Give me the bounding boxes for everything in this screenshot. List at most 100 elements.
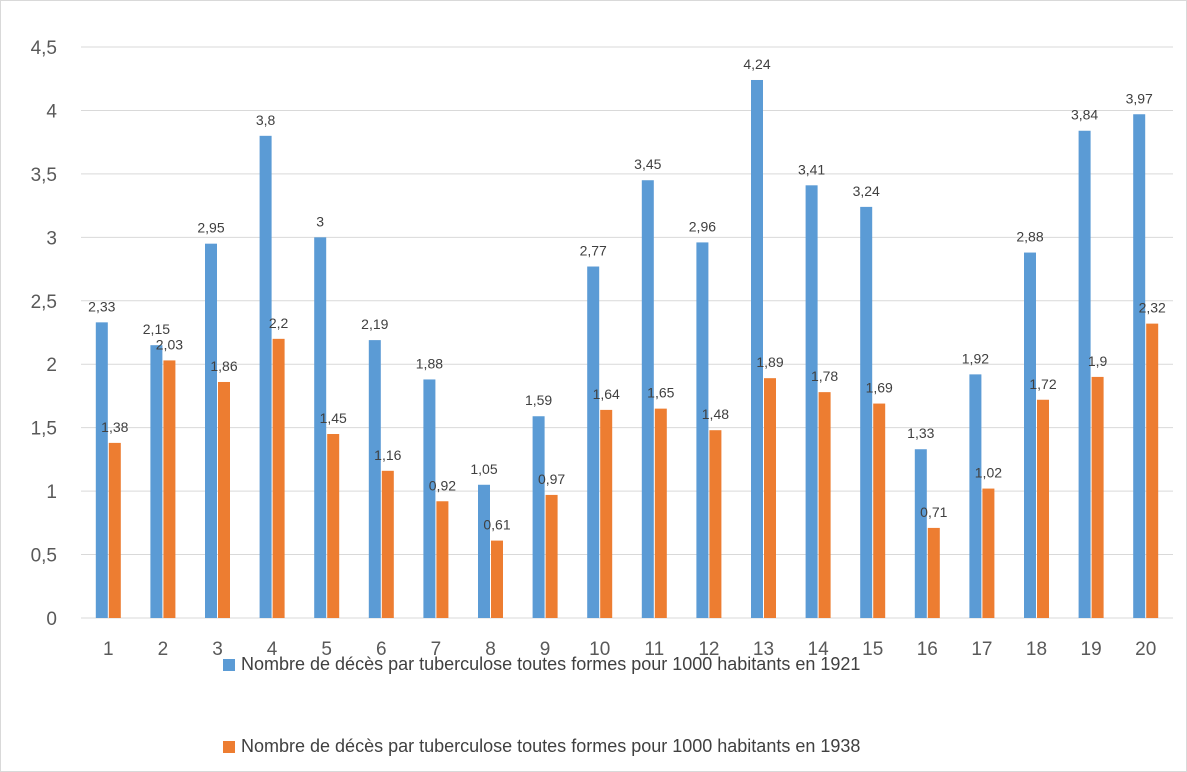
bar-1921 bbox=[95, 322, 108, 618]
data-label-1938: 1,78 bbox=[811, 368, 838, 384]
x-tick-label: 2 bbox=[158, 639, 169, 660]
bar-1938 bbox=[491, 540, 503, 618]
bar-1921 bbox=[751, 79, 763, 619]
data-label-1938: 1,72 bbox=[1029, 376, 1056, 392]
bar-1938 bbox=[654, 408, 667, 618]
bar-1921 bbox=[914, 449, 927, 618]
data-label-1921: 1,05 bbox=[470, 461, 497, 477]
x-tick-label: 10 bbox=[589, 639, 610, 660]
y-tick-label: 0 bbox=[46, 609, 57, 630]
x-tick-label: 12 bbox=[698, 639, 719, 660]
legend-label-1921: Nombre de décès par tuberculose toutes f… bbox=[241, 654, 861, 674]
bar-1921 bbox=[587, 266, 600, 618]
bar-1938 bbox=[982, 488, 995, 618]
y-tick-label: 2,5 bbox=[31, 292, 57, 313]
x-tick-label: 6 bbox=[376, 639, 387, 660]
data-label-1938: 1,9 bbox=[1088, 353, 1108, 369]
bar-1938 bbox=[272, 338, 285, 618]
data-label-1921: 3,45 bbox=[634, 156, 661, 172]
bar-1938 bbox=[1091, 376, 1104, 618]
y-tick-label: 0,5 bbox=[31, 546, 57, 567]
data-label-1921: 2,88 bbox=[1016, 229, 1043, 245]
data-label-1938: 2,2 bbox=[269, 315, 289, 331]
y-tick-label: 2 bbox=[46, 355, 57, 376]
legend-item-1938: Nombre de décès par tuberculose toutes f… bbox=[223, 736, 860, 757]
data-label-1921: 1,92 bbox=[962, 350, 989, 366]
legend-label-1938: Nombre de décès par tuberculose toutes f… bbox=[241, 736, 861, 756]
bar-1921 bbox=[478, 484, 490, 618]
bar-1938 bbox=[1037, 399, 1049, 618]
data-label-1921: 1,33 bbox=[907, 425, 934, 441]
data-label-1938: 1,86 bbox=[210, 358, 237, 374]
bar-1921 bbox=[150, 345, 163, 618]
legend-item-1921: Nombre de décès par tuberculose toutes f… bbox=[223, 654, 860, 675]
data-label-1921: 3,97 bbox=[1126, 90, 1153, 106]
x-tick-label: 15 bbox=[862, 639, 883, 660]
data-label-1921: 1,59 bbox=[525, 392, 552, 408]
bar-1921 bbox=[1078, 130, 1091, 618]
data-label-1921: 3,84 bbox=[1071, 107, 1098, 123]
x-tick-label: 7 bbox=[431, 639, 442, 660]
bar-1938 bbox=[709, 430, 722, 618]
bar-1938 bbox=[545, 494, 558, 618]
x-tick-label: 16 bbox=[917, 639, 938, 660]
x-tick-label: 11 bbox=[644, 639, 664, 660]
data-label-1938: 1,16 bbox=[374, 447, 401, 463]
bar-1921 bbox=[969, 374, 982, 618]
data-label-1921: 4,24 bbox=[743, 56, 770, 72]
data-label-1921: 3,8 bbox=[256, 112, 276, 128]
data-label-1921: 2,77 bbox=[580, 243, 607, 259]
y-tick-label: 1,5 bbox=[31, 419, 57, 440]
bar-1938 bbox=[163, 360, 176, 618]
x-tick-label: 9 bbox=[540, 639, 551, 660]
x-tick-label: 18 bbox=[1026, 639, 1047, 660]
y-tick-label: 3 bbox=[46, 228, 57, 249]
bar-1938 bbox=[600, 409, 613, 618]
x-tick-label: 1 bbox=[103, 639, 114, 660]
data-label-1921: 2,95 bbox=[197, 220, 224, 236]
data-label-1921: 3 bbox=[316, 213, 324, 229]
x-tick-label: 20 bbox=[1135, 639, 1156, 660]
bar-1921 bbox=[314, 237, 327, 619]
y-tick-label: 3,5 bbox=[31, 165, 57, 186]
legend-swatch-1938 bbox=[223, 740, 235, 753]
data-label-1938: 1,45 bbox=[320, 410, 347, 426]
x-tick-label: 13 bbox=[753, 639, 774, 660]
data-label-1921: 3,24 bbox=[853, 183, 880, 199]
y-tick-label: 1 bbox=[46, 482, 57, 503]
bar-1938 bbox=[218, 381, 230, 618]
data-label-1938: 2,03 bbox=[156, 336, 183, 352]
data-label-1938: 1,02 bbox=[975, 465, 1002, 481]
data-label-1938: 2,32 bbox=[1139, 300, 1166, 316]
bar-1921 bbox=[641, 180, 654, 618]
data-label-1938: 1,38 bbox=[101, 419, 128, 435]
bar-1921 bbox=[205, 243, 217, 618]
bar-1938 bbox=[873, 403, 886, 618]
data-label-1938: 0,92 bbox=[429, 477, 456, 493]
data-label-1921: 3,41 bbox=[798, 161, 825, 177]
bar-1921 bbox=[368, 340, 381, 618]
bar-1938 bbox=[1146, 323, 1159, 618]
data-label-1938: 1,69 bbox=[866, 380, 893, 396]
data-label-1938: 0,61 bbox=[483, 517, 510, 533]
legend-swatch-1921 bbox=[223, 658, 235, 671]
bar-1921 bbox=[1133, 114, 1146, 619]
data-label-1921: 2,96 bbox=[689, 218, 716, 234]
x-tick-label: 17 bbox=[971, 639, 992, 660]
bar-1938 bbox=[327, 434, 340, 618]
bar-1938 bbox=[764, 378, 776, 618]
x-tick-label: 5 bbox=[321, 639, 332, 660]
bar-1921 bbox=[423, 379, 436, 618]
bar-1921 bbox=[805, 185, 818, 618]
x-tick-label: 8 bbox=[485, 639, 496, 660]
data-label-1921: 1,88 bbox=[416, 355, 443, 371]
bar-1938 bbox=[108, 442, 121, 618]
data-label-1938: 0,71 bbox=[920, 504, 947, 520]
data-label-1938: 1,64 bbox=[593, 386, 620, 402]
bar-1921 bbox=[860, 206, 873, 618]
x-tick-label: 14 bbox=[808, 639, 830, 660]
x-tick-label: 3 bbox=[212, 639, 223, 660]
x-tick-label: 19 bbox=[1081, 639, 1102, 660]
bar-1938 bbox=[927, 527, 940, 618]
